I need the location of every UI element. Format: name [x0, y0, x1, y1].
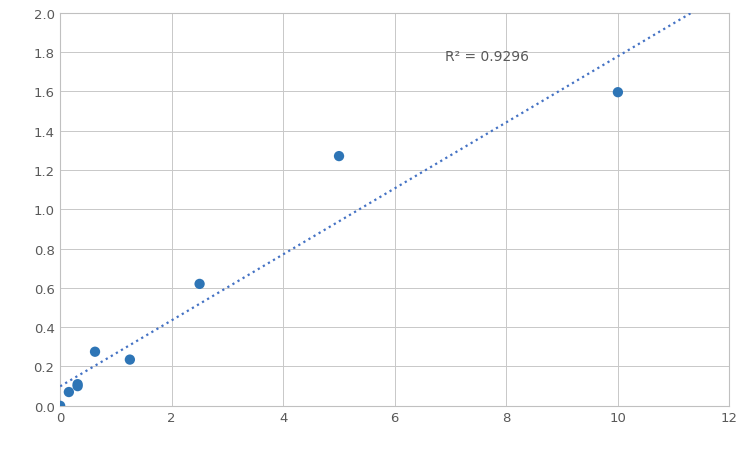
Point: [63, 389, 75, 396]
Point: [89, 348, 101, 355]
Point: [193, 281, 205, 288]
Point: [124, 356, 136, 364]
Point: [54, 402, 66, 410]
Point: [71, 381, 83, 388]
Point: [333, 153, 345, 161]
Point: [71, 382, 83, 390]
Text: R² = 0.9296: R² = 0.9296: [445, 50, 529, 64]
Point: [612, 89, 624, 97]
